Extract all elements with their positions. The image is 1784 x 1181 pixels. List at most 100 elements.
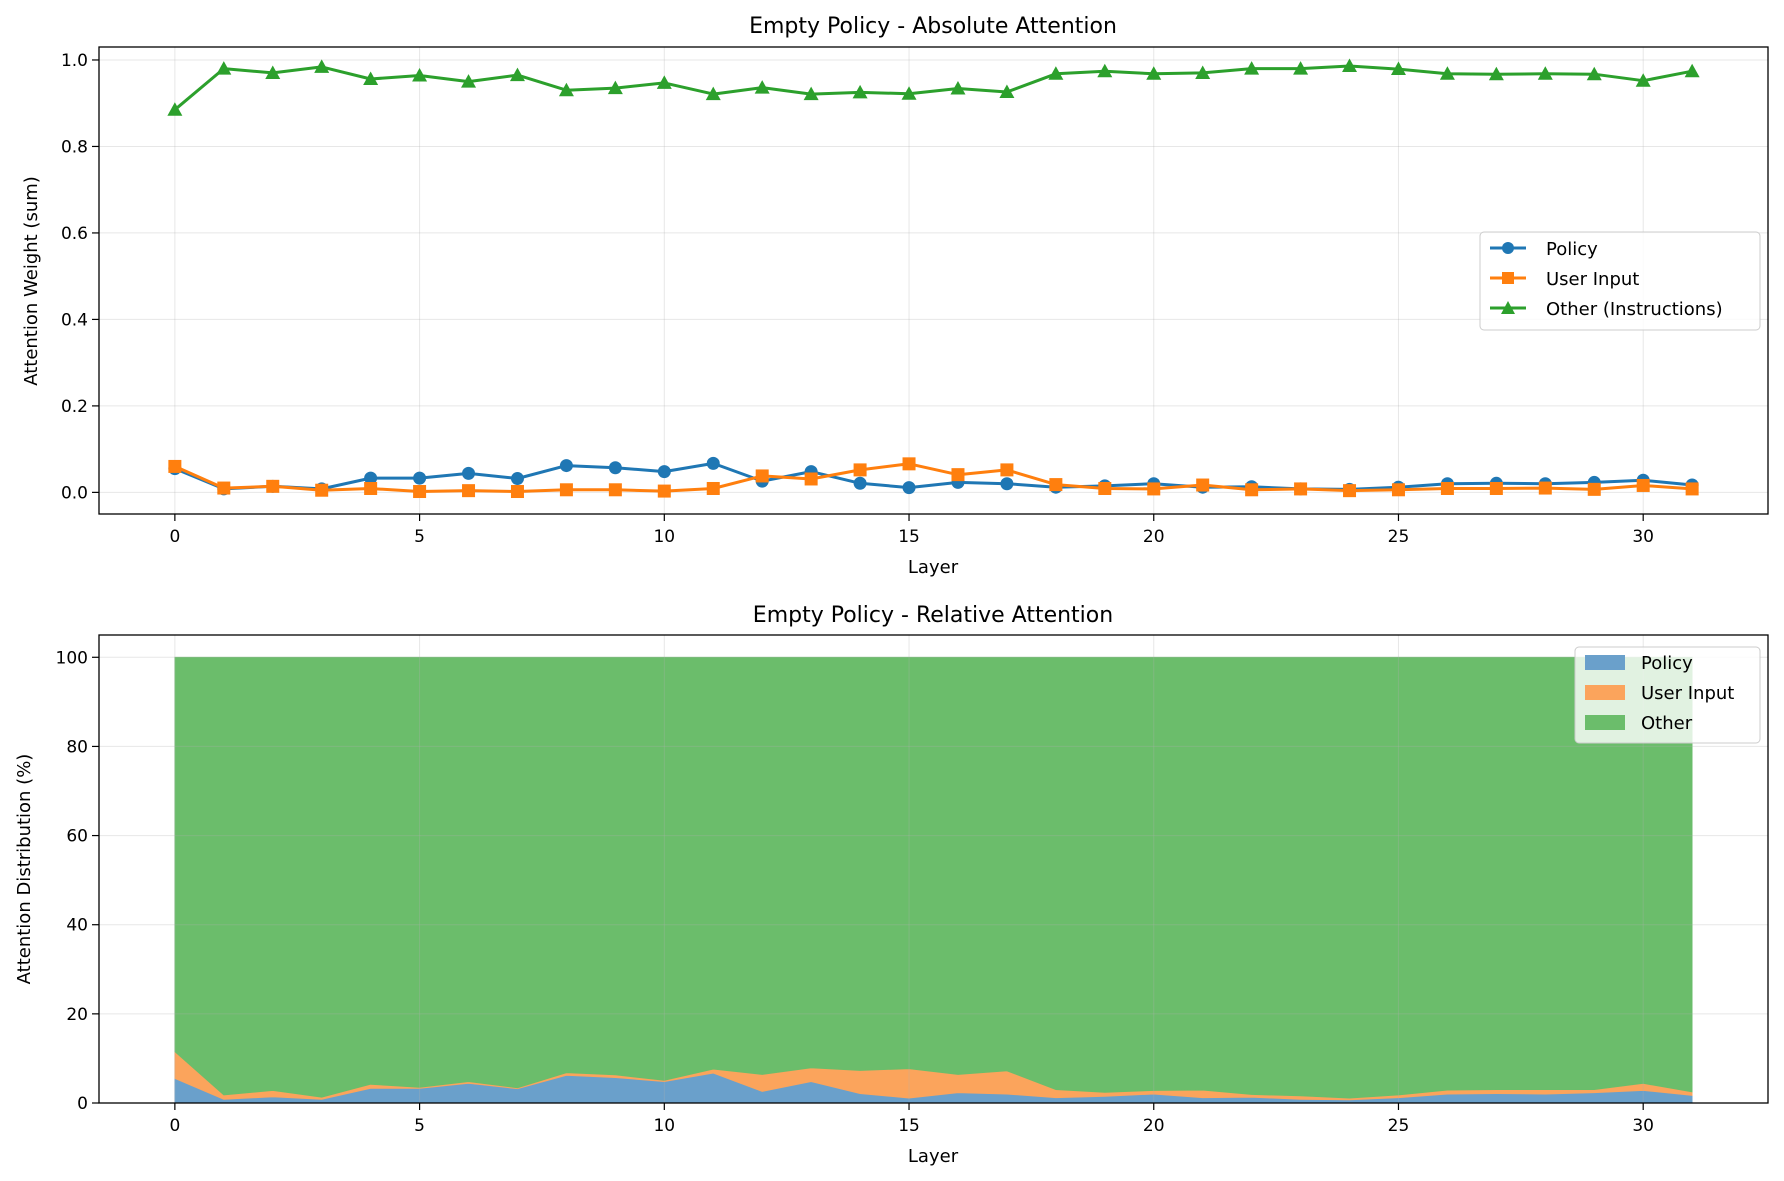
legend-label-policy: Policy: [1641, 653, 1693, 674]
y-tick-label: 100: [56, 648, 88, 668]
data-point-policy: [510, 472, 524, 486]
data-point-policy: [706, 456, 720, 470]
y-axis-label: Attention Distribution (%): [14, 754, 35, 985]
data-point-other-instructions: [265, 65, 281, 79]
legend-box: [1479, 231, 1761, 331]
data-point-user-input: [217, 481, 231, 495]
data-point-user-input: [1685, 482, 1699, 496]
data-point-policy: [559, 459, 573, 473]
series-line-user-input: [174, 462, 1693, 493]
data-point-user-input: [1098, 481, 1112, 495]
x-tick-label: 30: [1632, 527, 1654, 547]
x-axis-label: Layer: [908, 557, 959, 578]
y-tick-label: 0.4: [61, 310, 88, 330]
data-point-other-instructions: [705, 86, 721, 101]
data-point-user-input: [1294, 482, 1308, 496]
data-point-other-instructions: [1390, 61, 1406, 76]
legend-marker-policy: [1502, 242, 1514, 254]
absolute-attention-chart: 0 5 10 15 20 25 30 0.0 0.2 0.4 0.6 0.8 1.0 Empty Po…: [21, 14, 1769, 578]
legend-label-other: Other (Instructions): [1546, 299, 1723, 320]
data-point-other-instructions: [1146, 66, 1162, 80]
plot-frame: [98, 46, 1769, 515]
data-point-other-instructions: [1195, 65, 1211, 79]
legend-swatch-other: [1585, 715, 1625, 730]
data-point-other-instructions: [1048, 66, 1064, 80]
data-point-policy: [853, 476, 867, 490]
data-point-other-instructions: [1684, 63, 1700, 78]
y-tick-label: 80: [66, 737, 88, 757]
y-tick-label: 0.8: [61, 137, 88, 157]
y-tick-label: 0.0: [61, 483, 88, 503]
legend-swatch-policy: [1585, 655, 1625, 670]
series-layer: [167, 58, 1700, 499]
data-point-user-input: [951, 468, 965, 482]
x-tick-label: 5: [414, 1116, 425, 1136]
data-point-other-instructions: [901, 86, 917, 100]
data-point-user-input: [804, 472, 818, 486]
x-tick-label: 25: [1388, 1116, 1410, 1136]
x-tick-layer: 0 5 10 15 20 25 30: [169, 514, 1654, 547]
data-point-other-instructions: [1537, 66, 1553, 80]
chart-title: Empty Policy - Relative Attention: [753, 603, 1113, 628]
data-point-other-instructions: [1439, 66, 1455, 80]
y-axis-label: Attention Weight (sum): [21, 176, 42, 386]
data-point-other-instructions: [656, 75, 672, 89]
legend-label-other: Other: [1641, 713, 1693, 734]
data-point-other-instructions: [999, 84, 1015, 98]
data-point-user-input: [168, 459, 182, 473]
y-tick-label: 40: [66, 916, 88, 936]
data-point-other-instructions: [509, 67, 525, 82]
legend: Policy User Input Other: [1574, 646, 1761, 744]
series-line-other-instructions: [173, 64, 1693, 111]
legend-label-policy: Policy: [1546, 239, 1598, 260]
data-point-user-input: [1147, 482, 1161, 496]
data-point-other-instructions: [216, 61, 232, 75]
x-tick-label: 20: [1143, 1116, 1165, 1136]
data-point-user-input: [510, 485, 524, 499]
x-tick-label: 10: [653, 1116, 675, 1136]
data-point-policy: [608, 461, 622, 475]
data-point-user-input: [559, 483, 573, 497]
data-point-other-instructions: [558, 82, 574, 97]
y-tick-label: 0.2: [61, 397, 88, 417]
data-point-user-input: [1196, 478, 1210, 492]
y-tick-label: 0: [77, 1094, 88, 1114]
data-point-other-instructions: [1488, 66, 1504, 81]
y-tick-label: 1.0: [61, 51, 88, 71]
data-point-user-input: [1343, 484, 1357, 498]
data-point-user-input: [413, 485, 427, 499]
data-point-other-instructions: [1586, 66, 1602, 81]
data-point-user-input: [1587, 482, 1601, 496]
data-point-policy: [1000, 477, 1014, 491]
y-tick-label: 0.6: [61, 224, 88, 244]
area-other: [174, 656, 1693, 1099]
legend: Policy User Input Other (Instructions): [1479, 231, 1761, 331]
data-point-policy: [657, 465, 671, 479]
data-point-user-input: [902, 457, 916, 471]
series-layer: [174, 656, 1693, 1104]
y-tick-layer: 0.0 0.2 0.4 0.6 0.8 1.0: [61, 51, 99, 503]
data-point-user-input: [706, 481, 720, 495]
data-point-user-input: [315, 483, 329, 497]
data-point-user-input: [755, 469, 769, 483]
data-point-other-instructions: [1293, 61, 1309, 75]
data-point-user-input: [462, 484, 476, 498]
data-point-other-instructions: [363, 71, 379, 85]
legend-swatch-user-input: [1585, 685, 1625, 700]
x-tick-label: 0: [169, 1116, 180, 1136]
data-point-other-instructions: [461, 74, 477, 88]
y-tick-label: 20: [66, 1005, 88, 1025]
data-point-other-instructions: [167, 102, 183, 116]
data-point-other-instructions: [852, 84, 868, 99]
data-point-user-input: [1391, 483, 1405, 497]
legend-label-user-input: User Input: [1641, 683, 1734, 704]
data-point-policy: [413, 471, 427, 485]
x-axis-label: Layer: [908, 1146, 959, 1167]
data-point-other-instructions: [1244, 61, 1260, 75]
data-point-user-input: [1538, 481, 1552, 495]
data-point-other-instructions: [607, 80, 623, 95]
data-point-user-input: [1049, 478, 1063, 492]
y-tick-label: 60: [66, 827, 88, 847]
relative-attention-chart: 0 5 10 15 20 25 30 0 20 40 60 80 100 Empty Policy -…: [14, 603, 1769, 1167]
x-tick-label: 20: [1143, 527, 1165, 547]
